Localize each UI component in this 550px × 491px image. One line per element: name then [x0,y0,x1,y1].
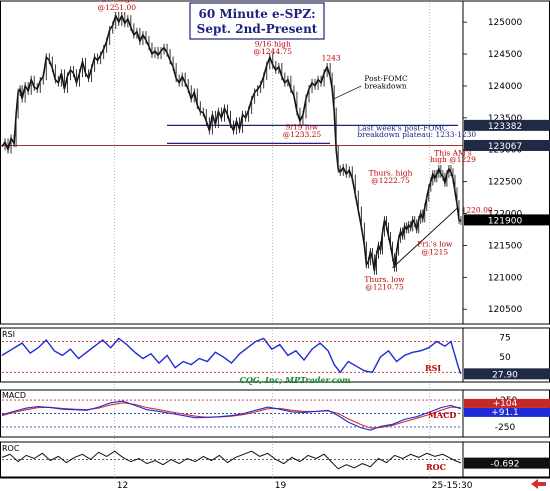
chart-annotation: 9/19 low [286,122,319,131]
macd-value-box-b [464,407,550,417]
macd-line [1,400,462,431]
macd-tick-label: -250 [495,423,516,433]
watermark: CQG, Inc; MPTrader.com [240,375,351,385]
annotations: 9/12 high@1251.00 9/16 high@1244.75 1243 Po… [97,0,492,291]
roc-value-box [464,457,550,469]
chart-annotation: Thurs. high [369,168,413,177]
chart-annotation: @1233.25 [283,130,322,139]
price-series-line [1,13,462,272]
roc-inline-label: ROC [426,462,446,472]
rsi-inline-label: RSI [425,363,441,373]
rsi-tick-label: 75 [499,334,510,344]
chart-annotation: @1215 [422,247,449,256]
chart-annotation: @1244.75 [254,47,293,56]
price-tick-label: 124000 [488,82,523,92]
price-marker-label: 123067 [488,142,522,152]
price-marker-box [464,139,550,151]
chart-annotation: This AM's [434,148,472,157]
chart-annotation: 1243 [322,53,341,62]
x-tick-label: 19 [275,481,287,491]
roc-value-label: -0.692 [490,460,519,470]
macd-inline-label: MACD [428,410,456,420]
chart-annotation: high @1229 [430,155,476,164]
price-tick-label: 124500 [488,50,523,60]
chart-annotation: Post-FOMC [364,74,408,83]
roc-series-line [1,450,462,470]
chart-annotation: 1220.00 [462,205,493,214]
title-box: 60 Minute e-SPZ: Sept. 2nd-Present [189,2,325,40]
rsi-value-box [464,368,550,380]
price-tick-label: 125000 [488,18,523,28]
macd-value-label-a: +104 [493,399,518,409]
roc-panel-label: ROC [2,444,20,453]
back-arrow-icon[interactable] [531,479,546,489]
grid-lines [114,3,431,478]
rsi-tick-label: 50 [499,353,511,363]
chart-annotation: Last week's post-FOMC [357,124,448,133]
price-tick-label: 120500 [488,305,523,315]
chart-annotation: breakdown plateau: 1233-1230 [357,130,476,139]
price-marker-label: 123382 [488,122,522,132]
chart-annotation: 9/12 high [99,0,135,4]
price-tick-label: 122500 [488,178,523,188]
price-tick-label: 121000 [488,273,523,283]
x-tick-label: 12 [117,481,128,491]
chart-annotation: Fri.'s low [417,240,453,249]
chart-annotation: @1210.75 [365,282,404,291]
macd-panel-label: MACD [2,391,26,400]
axis-ticks: 121925-15:301205001210001215001220001225… [117,18,550,491]
rsi-panel-label: RSI [2,330,15,339]
chart-annotation: @1222.75 [371,176,410,185]
chart-annotation: Thurs. low [364,275,405,284]
macd-value-box-a [464,398,550,408]
chart-annotation: @1251.00 [97,3,136,12]
price-marker-box [464,119,550,131]
chart-annotation: breakdown [364,81,407,90]
price-tick-label: 123500 [488,114,523,124]
data-series [1,11,462,470]
chart-annotation: 9/16 high [255,39,291,48]
price-marker-label: 121900 [488,216,523,226]
rsi-series-line [1,337,462,375]
chart-title-line2: Sept. 2nd-Present [197,22,318,36]
macd-signal-line [1,402,462,429]
support-trendline [392,208,458,269]
x-tick-label: 25-15:30 [432,481,473,491]
macd-value-label-b: +91.1 [491,408,519,418]
price-marker-box [464,214,550,226]
callout-pointer [334,85,362,100]
price-tick-label: 121500 [488,241,523,251]
rsi-value-label: 27.90 [492,370,518,380]
chart-title-line1: 60 Minute e-SPZ: [198,7,315,21]
